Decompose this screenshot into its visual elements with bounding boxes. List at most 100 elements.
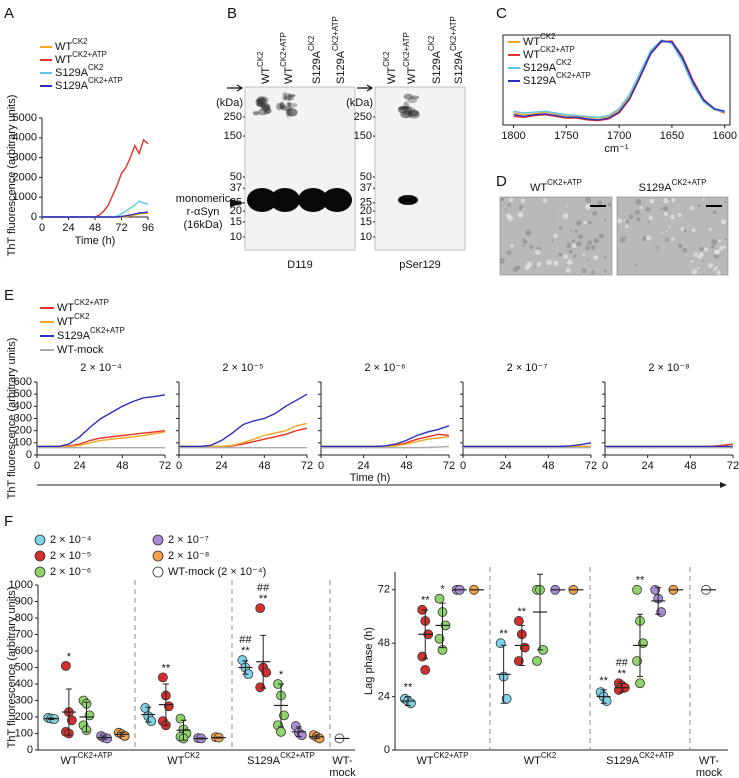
- micrograph-texture: [708, 263, 714, 268]
- error-bar: [260, 634, 267, 689]
- blot-smear: [407, 97, 418, 104]
- y-axis-title: ThT fluorescence (arbitrary units): [6, 95, 18, 257]
- panel-title: 2 × 10⁻⁸: [648, 362, 689, 374]
- x-tick-label: 48: [89, 222, 101, 234]
- x-tick-label: 72: [301, 460, 313, 472]
- micrograph-texture: [639, 206, 643, 210]
- y-tick-label: 100: [14, 437, 32, 449]
- micrograph-texture: [598, 233, 604, 239]
- micrograph-texture: [697, 204, 701, 207]
- blot-band: [298, 188, 328, 212]
- micrograph-texture: [597, 200, 603, 206]
- x-tick-label: 48: [684, 460, 696, 472]
- label-sup: CK2+ATP: [556, 71, 591, 80]
- label-sup: CK2+ATP: [672, 178, 707, 187]
- y-tick-label: 48: [378, 637, 390, 649]
- micrograph-texture: [699, 246, 704, 252]
- antibody-label: D119: [287, 259, 312, 271]
- label: WTCK2+ATP: [279, 32, 295, 84]
- kda-label: 50: [360, 171, 372, 183]
- micrograph-texture: [574, 229, 578, 233]
- micrograph-texture: [593, 255, 598, 260]
- significance: **: [518, 606, 527, 618]
- data-line: [37, 431, 166, 448]
- x-tick-label: 1600: [712, 130, 736, 142]
- label-sup: CK2+ATP: [449, 16, 458, 51]
- error-bar: [439, 602, 446, 649]
- micrograph-texture: [578, 234, 583, 240]
- label-text: WT: [55, 41, 72, 53]
- label-sup: CK2: [540, 32, 555, 41]
- x-tick-label: 72: [443, 460, 455, 472]
- label-text: S129A: [247, 755, 281, 767]
- micrograph-texture: [590, 245, 596, 251]
- label: WTCK2+ATP: [402, 32, 418, 84]
- micrograph-texture: [581, 268, 587, 274]
- data-point: [276, 726, 286, 737]
- data-point: [175, 713, 186, 724]
- micrograph-texture: [664, 237, 670, 243]
- label: WTCK2+ATP: [523, 45, 575, 61]
- micrograph-texture: [718, 246, 723, 251]
- blot-smear: [397, 106, 407, 114]
- micrograph-texture: [649, 198, 655, 204]
- error-bar: [242, 660, 249, 675]
- blot-band: [398, 195, 418, 205]
- x-axis-title: Time (h): [75, 235, 116, 247]
- label-sup: CK2+ATP: [280, 751, 315, 760]
- micrograph-texture: [553, 214, 555, 217]
- micrograph-texture: [701, 260, 704, 263]
- label: S129ACK2: [55, 63, 103, 79]
- data-point: [60, 660, 71, 671]
- x-tick-label: 1800: [501, 130, 525, 142]
- y-tick-label: 200: [14, 425, 32, 437]
- label-text: WT-: [332, 755, 352, 767]
- micrograph-texture: [717, 239, 721, 243]
- micrograph-texture: [634, 263, 638, 266]
- micrograph-texture: [678, 243, 682, 247]
- x-tick-label: 48: [258, 460, 270, 472]
- micrograph-texture: [576, 220, 582, 226]
- micrograph-texture: [593, 237, 599, 244]
- significance: **: [618, 668, 627, 680]
- legend-swatch: [152, 534, 164, 546]
- micrograph-texture: [660, 207, 663, 210]
- blot-band: [247, 188, 277, 212]
- label-text: WT: [57, 302, 74, 314]
- error-bar: [500, 644, 507, 704]
- y-tick-label: 3000: [13, 152, 37, 164]
- micrograph-texture: [553, 233, 558, 238]
- label: WTCK2: [523, 32, 556, 48]
- error-bar: [404, 696, 411, 706]
- monomer-arrowhead: [230, 199, 244, 207]
- micrograph-texture: [668, 225, 671, 228]
- legend-label: 2 × 10⁻⁷: [168, 534, 209, 546]
- label-text: WT: [523, 36, 540, 48]
- significance: **: [404, 682, 413, 694]
- blot-smear: [286, 102, 292, 106]
- micrograph-texture: [722, 245, 726, 249]
- significance: **: [636, 575, 645, 587]
- micrograph-texture: [647, 220, 650, 223]
- micrograph-texture: [587, 240, 593, 246]
- blot-smear: [263, 109, 269, 115]
- blot-image: [244, 86, 356, 251]
- blot-smear: [407, 109, 420, 117]
- legend-swatch: [34, 550, 46, 562]
- legend-swatch: [152, 566, 164, 578]
- legend-swatch: [152, 550, 164, 562]
- error-bar: [637, 613, 643, 678]
- monomer-label: monomeric: [176, 193, 231, 205]
- blot-band: [322, 188, 352, 212]
- label-text: WT: [55, 54, 72, 66]
- error-bar: [618, 682, 625, 693]
- label-sup: CK2: [556, 58, 571, 67]
- micrograph-texture: [536, 261, 542, 267]
- micrograph-texture: [571, 239, 576, 243]
- kda-label: 250: [354, 111, 372, 123]
- micrograph-texture: [588, 220, 592, 225]
- kda-label: 25: [360, 197, 372, 209]
- error-bar: [537, 573, 543, 651]
- micrograph-texture: [587, 259, 589, 262]
- x-tick-label: 24: [216, 460, 228, 472]
